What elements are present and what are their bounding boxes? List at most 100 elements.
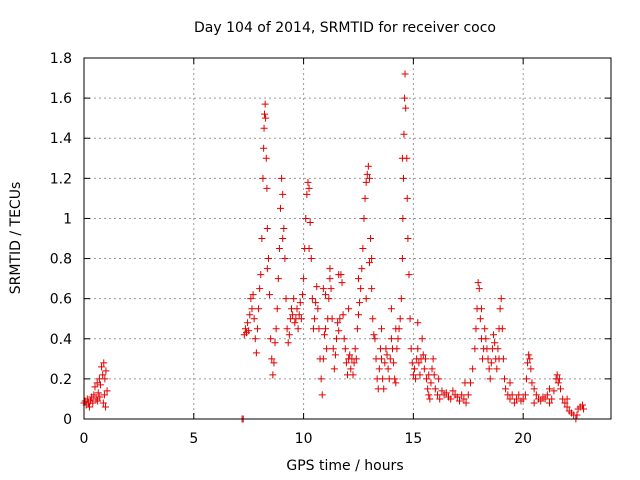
data-point (490, 331, 498, 339)
data-point (357, 285, 365, 293)
data-point (362, 295, 370, 303)
y-tick-label: 1 (63, 211, 72, 227)
data-point (259, 174, 267, 182)
data-point (401, 94, 409, 102)
data-point (278, 174, 286, 182)
data-point (285, 331, 293, 339)
data-point (425, 371, 433, 379)
data-point (386, 355, 394, 363)
data-point (281, 255, 289, 263)
data-point (383, 351, 391, 359)
data-point (400, 130, 408, 138)
data-point (461, 379, 469, 387)
data-point (293, 305, 301, 313)
data-point (290, 295, 298, 303)
data-point (96, 381, 104, 389)
data-point (410, 365, 418, 373)
data-point (428, 365, 436, 373)
data-point (573, 411, 581, 419)
data-point (102, 367, 110, 375)
y-tick-label: 0.6 (50, 292, 72, 308)
data-point (550, 387, 558, 395)
data-point (311, 315, 319, 323)
data-point (546, 385, 554, 393)
data-point (295, 311, 303, 319)
data-point (298, 291, 306, 299)
data-point (427, 379, 435, 387)
data-point (421, 355, 429, 363)
data-point (261, 100, 269, 108)
data-point (384, 365, 392, 373)
data-point (304, 178, 312, 186)
data-point (260, 144, 268, 152)
data-point (322, 325, 330, 333)
data-point (260, 110, 268, 118)
data-point (274, 275, 282, 283)
data-point (409, 371, 417, 379)
data-point (247, 295, 255, 303)
data-point (252, 349, 260, 357)
data-point (438, 387, 446, 395)
data-point (325, 295, 333, 303)
data-point (253, 325, 261, 333)
data-point (510, 399, 518, 407)
data-point (271, 339, 279, 347)
data-point (300, 275, 308, 283)
x-tick-labels: 0 5 10 15 20 (80, 431, 533, 447)
data-point (307, 255, 315, 263)
data-point (431, 385, 439, 393)
data-point (279, 190, 287, 198)
data-point (294, 325, 302, 333)
data-point (556, 385, 564, 393)
data-point (353, 325, 361, 333)
y-tick-label: 1.2 (50, 171, 72, 187)
data-point (403, 194, 411, 202)
y-tick-labels: 0 0.2 0.4 0.6 0.8 1 1.2 1.4 1.6 1.8 (50, 51, 72, 428)
data-point (408, 359, 416, 367)
data-point (257, 271, 265, 279)
data-point (436, 395, 444, 403)
data-point (289, 311, 297, 319)
data-point (485, 365, 493, 373)
data-point (501, 375, 509, 383)
data-point (347, 365, 355, 373)
data-point (369, 315, 377, 323)
data-point (263, 224, 271, 232)
data-point (329, 345, 337, 353)
data-point (327, 285, 335, 293)
data-point (334, 319, 342, 327)
data-point (418, 335, 426, 343)
y-tick-label: 1.8 (50, 51, 72, 67)
data-point (302, 214, 310, 222)
data-point (368, 255, 376, 263)
data-point (359, 245, 367, 253)
data-point (345, 305, 353, 313)
data-point (532, 391, 540, 399)
data-point (250, 315, 258, 323)
data-point (508, 391, 516, 399)
data-point (270, 359, 278, 367)
data-point (487, 359, 495, 367)
data-point (91, 383, 99, 391)
data-point (85, 403, 93, 411)
data-point (318, 391, 326, 399)
data-point (429, 355, 437, 363)
x-tick-label: 10 (295, 431, 313, 447)
data-point (319, 355, 327, 363)
data-point (399, 214, 407, 222)
data-point (268, 355, 276, 363)
data-point (99, 371, 107, 379)
data-point (320, 331, 328, 339)
data-point (322, 291, 330, 299)
data-point (94, 389, 102, 397)
data-point (561, 399, 569, 407)
data-point (246, 311, 254, 319)
data-point (506, 395, 514, 403)
data-point (496, 305, 504, 313)
data-point (264, 255, 272, 263)
data-point (399, 174, 407, 182)
data-point (378, 355, 386, 363)
data-point (401, 70, 409, 78)
data-point (314, 305, 322, 313)
data-point (354, 311, 362, 319)
